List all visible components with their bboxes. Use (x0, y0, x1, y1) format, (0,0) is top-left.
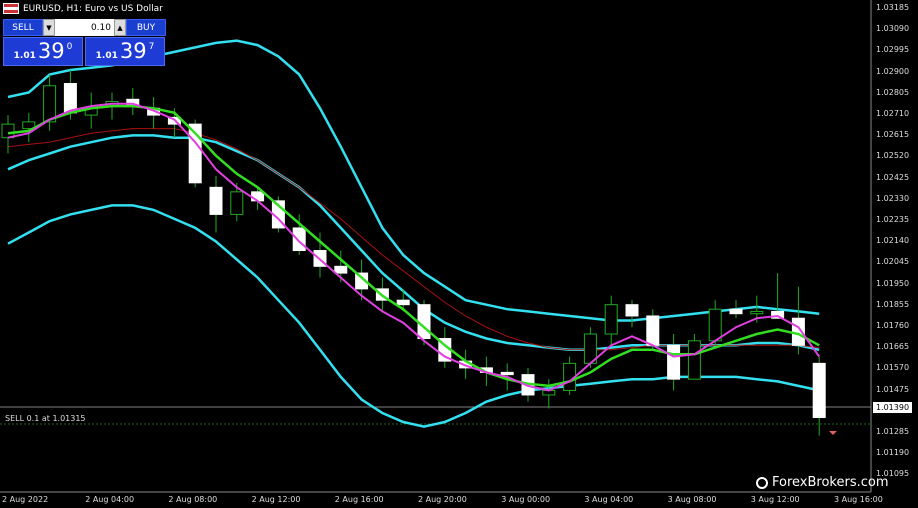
y-tick-label: 1.02045 (876, 257, 910, 267)
brand-name: ForexBrokers.com (772, 475, 889, 490)
y-tick-label: 1.02140 (876, 236, 910, 246)
candle-body (1, 123, 15, 139)
x-tick-label: 2 Aug 20:00 (418, 495, 467, 504)
lot-increase-button[interactable]: ▲ (114, 19, 126, 36)
y-tick-label: 1.02235 (876, 215, 910, 224)
y-tick-label: 1.01190 (876, 448, 910, 458)
buy-price-sup: 7 (148, 42, 155, 52)
y-tick-label: 1.01950 (876, 278, 910, 288)
x-tick-label: 3 Aug 08:00 (667, 495, 717, 504)
candle-body (687, 340, 701, 380)
y-tick-label: 1.02330 (876, 193, 910, 203)
y-tick-label: 1.03185 (876, 3, 910, 12)
y-tick-label: 1.01665 (876, 342, 910, 352)
lot-input[interactable]: 0.10 (55, 19, 114, 36)
x-tick-label: 3 Aug 04:00 (584, 495, 634, 504)
y-tick-label: 1.02900 (876, 66, 910, 76)
candle-body (708, 308, 722, 342)
candle-body (771, 310, 785, 319)
sell-price[interactable]: 1.01 39 0 (3, 37, 83, 66)
candle-body (355, 272, 369, 290)
sell-price-small: 1.01 (13, 51, 36, 61)
y-tick-label: 1.01760 (876, 321, 910, 330)
candle-body (750, 310, 764, 315)
y-tick-label: 1.01095 (876, 469, 910, 479)
symbol-title: EURUSD, H1: Euro vs US Dollar (23, 3, 163, 14)
sell-price-big: 39 (37, 39, 65, 63)
y-tick-label: 1.03090 (876, 24, 910, 34)
y-tick-label: 1.02995 (876, 45, 910, 55)
one-click-trading-panel: SELL ▼ 0.10 ▲ BUY 1.01 39 0 1.01 39 7 (3, 19, 166, 67)
candle-body (209, 186, 223, 215)
moving-average-long-line (7, 128, 820, 351)
brand-watermark: ForexBrokers.com (756, 475, 889, 490)
current-price-label: 1.01390 (873, 402, 912, 413)
x-tick-label: 2 Aug 04:00 (85, 495, 135, 504)
sell-button[interactable]: SELL (3, 19, 43, 36)
y-tick-label: 1.02805 (876, 87, 910, 97)
x-tick-label: 2 Aug 08:00 (168, 495, 218, 504)
y-tick-label: 1.02615 (876, 130, 910, 140)
candle-body (22, 121, 36, 130)
candle-body (334, 265, 348, 274)
candle-body (230, 191, 244, 215)
y-tick-label: 1.01475 (876, 384, 910, 394)
candle-body (729, 308, 743, 315)
y-tick-label: 1.02520 (876, 151, 910, 161)
lot-decrease-button[interactable]: ▼ (43, 19, 55, 36)
candle-body (625, 304, 639, 317)
buy-price-big: 39 (119, 39, 147, 63)
x-tick-label: 3 Aug 12:00 (750, 495, 800, 504)
candle-body (500, 371, 514, 376)
moving-average-fast-line (7, 102, 821, 392)
y-tick-label: 1.01570 (876, 363, 910, 373)
chart-title: EURUSD, H1: Euro vs US Dollar (3, 3, 163, 14)
candle-body (396, 299, 410, 306)
candle-body (812, 362, 826, 419)
candle-body (251, 191, 265, 202)
buy-button[interactable]: BUY (126, 19, 166, 36)
x-tick-label: 3 Aug 00:00 (501, 495, 551, 504)
y-tick-label: 1.02425 (876, 172, 910, 182)
bollinger-lower-line (7, 204, 820, 428)
candle-body (646, 315, 660, 346)
x-tick-label: 2 Aug 12:00 (251, 495, 301, 504)
y-tick-label: 1.01855 (876, 299, 910, 309)
y-tick-label: 1.02710 (876, 109, 910, 118)
x-tick-label: 2 Aug 16:00 (334, 495, 384, 504)
y-tick-label: 1.01285 (876, 427, 910, 436)
candle-body (292, 227, 306, 252)
candle-body (604, 304, 618, 335)
x-tick-label: 2 Aug 2022 (2, 495, 49, 504)
sell-price-sup: 0 (66, 42, 73, 52)
brand-logo-icon (756, 476, 768, 489)
flag-icon (3, 3, 19, 14)
candle-body (43, 85, 57, 123)
candle-body (417, 304, 431, 340)
buy-price-small: 1.01 (95, 51, 118, 61)
x-tick-label: 3 Aug 16:00 (834, 495, 883, 504)
order-label: SELL 0.1 at 1.01315 (5, 414, 86, 423)
buy-price[interactable]: 1.01 39 7 (85, 37, 165, 66)
candle-body (667, 344, 681, 380)
sell-arrow-icon (829, 431, 837, 435)
candle-body (63, 83, 77, 114)
